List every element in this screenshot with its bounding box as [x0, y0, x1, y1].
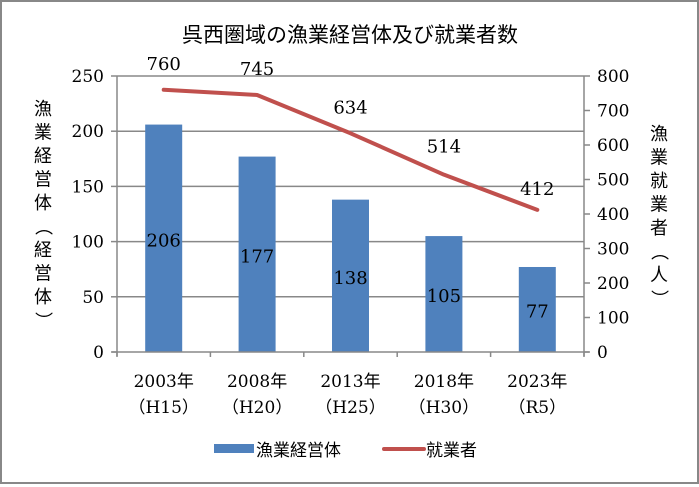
legend: 漁業経営体 就業者 — [214, 441, 477, 461]
bar-data-label: 105 — [427, 286, 461, 307]
category-label: 2008年 — [227, 372, 287, 392]
category-label: 2013年 — [320, 372, 380, 392]
svg-text:）: ） — [648, 290, 669, 308]
bar-data-label: 177 — [240, 246, 274, 267]
legend-bar-label: 漁業経営体 — [256, 441, 341, 461]
svg-text:業: 業 — [650, 195, 668, 216]
left-tick-label: 150 — [72, 177, 104, 197]
bar-series — [145, 124, 556, 353]
category-label: （H30） — [409, 398, 479, 418]
svg-text:（: （ — [32, 218, 53, 236]
bar-data-label: 77 — [526, 301, 549, 322]
right-tick-label: 0 — [597, 343, 608, 363]
left-tick-label: 0 — [93, 343, 104, 363]
category-label: （R5） — [508, 398, 566, 418]
category-labels: 2003年 （H15） 2008年 （H20） 2013年 （H25） 2018年 （H30）… — [128, 372, 567, 418]
right-tick-label: 600 — [597, 136, 629, 156]
right-axis-ticks: 0 100 200 300 400 500 600 700 800 — [597, 67, 629, 363]
left-axis-title: 漁業経営体（経営体） — [32, 99, 53, 330]
bar — [238, 156, 276, 352]
left-axis-ticks: 0 50 100 150 200 250 — [72, 67, 104, 363]
gridlines — [117, 75, 584, 298]
bar — [518, 266, 556, 352]
svg-text:経: 経 — [34, 146, 52, 167]
right-tick-label: 700 — [597, 102, 629, 122]
bar — [332, 199, 369, 352]
legend-line-label: 就業者 — [426, 441, 477, 461]
svg-text:業: 業 — [34, 123, 52, 144]
right-tick-label: 800 — [597, 67, 629, 87]
axes — [111, 75, 590, 357]
svg-text:体: 体 — [34, 193, 52, 214]
line-data-label: 760 — [147, 54, 181, 75]
line-path — [161, 87, 540, 212]
bar-data-label: 206 — [147, 230, 181, 251]
category-label: 2023年 — [507, 372, 567, 392]
legend-bar-swatch — [214, 444, 254, 453]
svg-text:）: ） — [32, 312, 53, 330]
right-tick-label: 500 — [597, 171, 629, 191]
line-data-label: 634 — [333, 97, 367, 118]
line-data-label: 745 — [240, 59, 274, 80]
left-tick-label: 200 — [72, 122, 104, 142]
right-tick-label: 400 — [597, 205, 629, 225]
data-labels: 206 177 138 105 77 760 745 634 514 412 — [147, 54, 555, 323]
svg-text:業: 業 — [650, 148, 668, 169]
category-label: （H20） — [222, 398, 292, 418]
category-label: （H25） — [315, 398, 385, 418]
svg-text:（: （ — [648, 243, 669, 261]
right-tick-label: 200 — [597, 274, 629, 294]
chart-svg: 呉西圏域の漁業経営体及び就業者数 206 177 138 105 77 760 745 634… — [32, 23, 669, 461]
svg-text:漁: 漁 — [650, 124, 668, 145]
svg-text:体: 体 — [34, 287, 52, 308]
category-label: 2018年 — [414, 372, 474, 392]
left-tick-label: 100 — [72, 233, 104, 253]
chart-title: 呉西圏域の漁業経営体及び就業者数 — [182, 23, 518, 47]
line-series — [161, 87, 540, 212]
svg-text:漁: 漁 — [34, 99, 52, 120]
category-label: 2003年 — [134, 372, 194, 392]
line-data-label: 412 — [520, 179, 554, 200]
right-tick-label: 300 — [597, 240, 629, 260]
line-data-label: 514 — [427, 137, 461, 158]
svg-text:営: 営 — [34, 264, 52, 285]
category-label: （H15） — [128, 398, 198, 418]
svg-text:就: 就 — [650, 171, 668, 192]
bar — [145, 124, 183, 353]
svg-text:営: 営 — [34, 170, 52, 191]
svg-text:人: 人 — [650, 265, 668, 286]
svg-text:経: 経 — [34, 240, 52, 261]
right-tick-label: 100 — [597, 309, 629, 329]
bar — [425, 236, 463, 352]
left-tick-label: 250 — [72, 67, 104, 87]
left-tick-label: 50 — [82, 288, 104, 308]
svg-text:者: 者 — [650, 218, 668, 239]
bar-data-label: 138 — [333, 268, 367, 289]
